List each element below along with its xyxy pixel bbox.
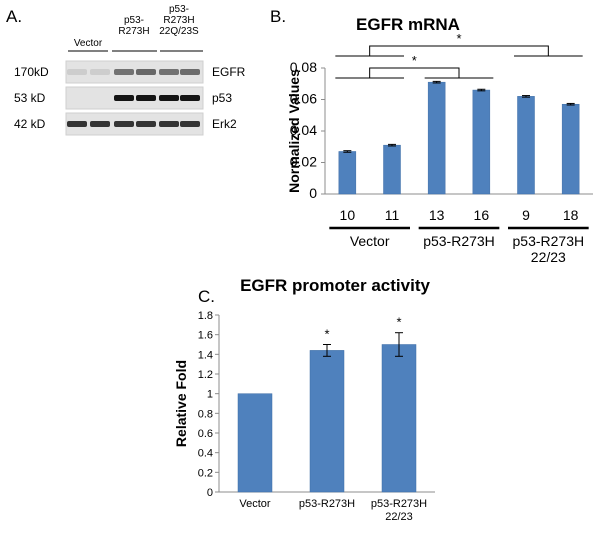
- panel-label-c: C.: [198, 287, 215, 306]
- y-tick-label: 1.8: [198, 310, 213, 322]
- significance-mark: *: [396, 315, 401, 330]
- x-tick-label: 9: [522, 207, 530, 223]
- y-tick-label: 0.06: [290, 91, 317, 107]
- x-tick-label: 16: [474, 207, 490, 223]
- panel-label-a: A.: [6, 7, 22, 26]
- y-tick-label: 0.08: [290, 59, 317, 75]
- y-tick-label: 1: [207, 389, 213, 401]
- x-tick-label: p53-R273H: [299, 498, 355, 510]
- panel-label-b: B.: [270, 7, 286, 26]
- x-tick-label: Vector: [239, 498, 271, 510]
- x-tick-label: 18: [563, 207, 579, 223]
- blot-band: [180, 121, 200, 127]
- y-tick-label: 1.4: [198, 349, 213, 361]
- blot-mw-label: 42 kD: [14, 117, 46, 131]
- bar: [309, 350, 345, 493]
- x-tick-label: 10: [340, 207, 356, 223]
- blot-lane-headers: Vector p53-R273H p53-R273H 22Q/23S: [68, 4, 203, 52]
- y-tick-label: 0: [309, 185, 317, 201]
- bar: [338, 151, 357, 195]
- blot-band: [67, 69, 87, 75]
- bar: [383, 144, 401, 195]
- chart-b-title: EGFR mRNA: [356, 15, 460, 34]
- blot-band: [159, 121, 179, 127]
- blot-protein-label: p53: [212, 91, 232, 105]
- y-tick-label: 0.2: [198, 467, 213, 479]
- sig-bracket: [369, 67, 460, 78]
- blot-strip: [65, 112, 204, 136]
- x-tick-label: p53-R273H 22/23: [371, 498, 427, 523]
- blot-lane-header: p53-R273H 22Q/23S: [159, 4, 199, 37]
- y-tick-label: 0: [207, 487, 213, 499]
- blot-band: [114, 95, 134, 101]
- y-tick-label: 0.02: [290, 154, 317, 170]
- significance-mark: *: [456, 31, 461, 46]
- blot-band: [90, 69, 110, 75]
- blot-band: [159, 95, 179, 101]
- blot-band: [67, 121, 87, 127]
- y-tick-label: 0.6: [198, 428, 213, 440]
- blot-strip: [65, 86, 204, 110]
- blot-band: [114, 69, 134, 75]
- bar: [381, 344, 417, 493]
- blot-band: [159, 69, 179, 75]
- blot-band: [136, 69, 156, 75]
- blot-protein-label: EGFR: [212, 65, 246, 79]
- blot-band: [180, 69, 200, 75]
- blot-band: [136, 95, 156, 101]
- sig-bracket: [369, 45, 549, 56]
- blot-rows: 170kD EGFR 53 kD p53 42 kD Erk2: [14, 60, 246, 136]
- blot-band: [180, 95, 200, 101]
- blot-protein-label: Erk2: [212, 117, 237, 131]
- bar: [561, 103, 580, 195]
- y-tick-label: 1.6: [198, 330, 213, 342]
- significance-mark: *: [324, 327, 329, 342]
- blot-band: [90, 121, 110, 127]
- bar: [517, 96, 535, 195]
- group-label: Vector: [350, 233, 390, 249]
- blot-lane-header: Vector: [74, 38, 103, 49]
- blot-lane-header: p53-R273H: [118, 15, 149, 37]
- x-tick-label: 13: [429, 207, 445, 223]
- group-label: p53-R273H: [423, 233, 495, 249]
- x-tick-label: 11: [385, 207, 400, 223]
- y-tick-label: 0.04: [290, 122, 317, 138]
- y-tick-label: 0.8: [198, 408, 213, 420]
- western-blot-panel: A. Vector p53-R273H p53-R273H 22Q/23S 170kD…: [6, 4, 246, 136]
- blot-band: [114, 121, 134, 127]
- y-axis-title: Relative Fold: [173, 360, 189, 447]
- blot-band: [136, 121, 156, 127]
- blot-mw-label: 53 kD: [14, 91, 46, 105]
- blot-strip: [65, 60, 204, 84]
- bar: [237, 393, 273, 493]
- chart-c-plot: 0 0.2 0.4 0.6 0.8 1 1.2 1.4 1.6 1.8 Relative Fold V…: [173, 310, 435, 523]
- chart-c-title: EGFR promoter activity: [240, 276, 430, 295]
- significance-mark: *: [412, 53, 417, 68]
- group-label: p53-R273H 22/23: [513, 233, 585, 265]
- y-axis-title: Normalized Values: [286, 69, 302, 193]
- blot-mw-label: 170kD: [14, 65, 49, 79]
- egfr-mrna-chart: B. EGFR mRNA 0 0.02 0.04 0.06 0.08Normalized…: [270, 7, 593, 265]
- y-tick-label: 0.4: [198, 448, 213, 460]
- bar: [472, 89, 491, 195]
- bar: [427, 81, 446, 195]
- egfr-promoter-chart: C. EGFR promoter activity 0 0.2 0.4 0.6 0.8 1…: [173, 276, 435, 523]
- y-tick-label: 1.2: [198, 369, 213, 381]
